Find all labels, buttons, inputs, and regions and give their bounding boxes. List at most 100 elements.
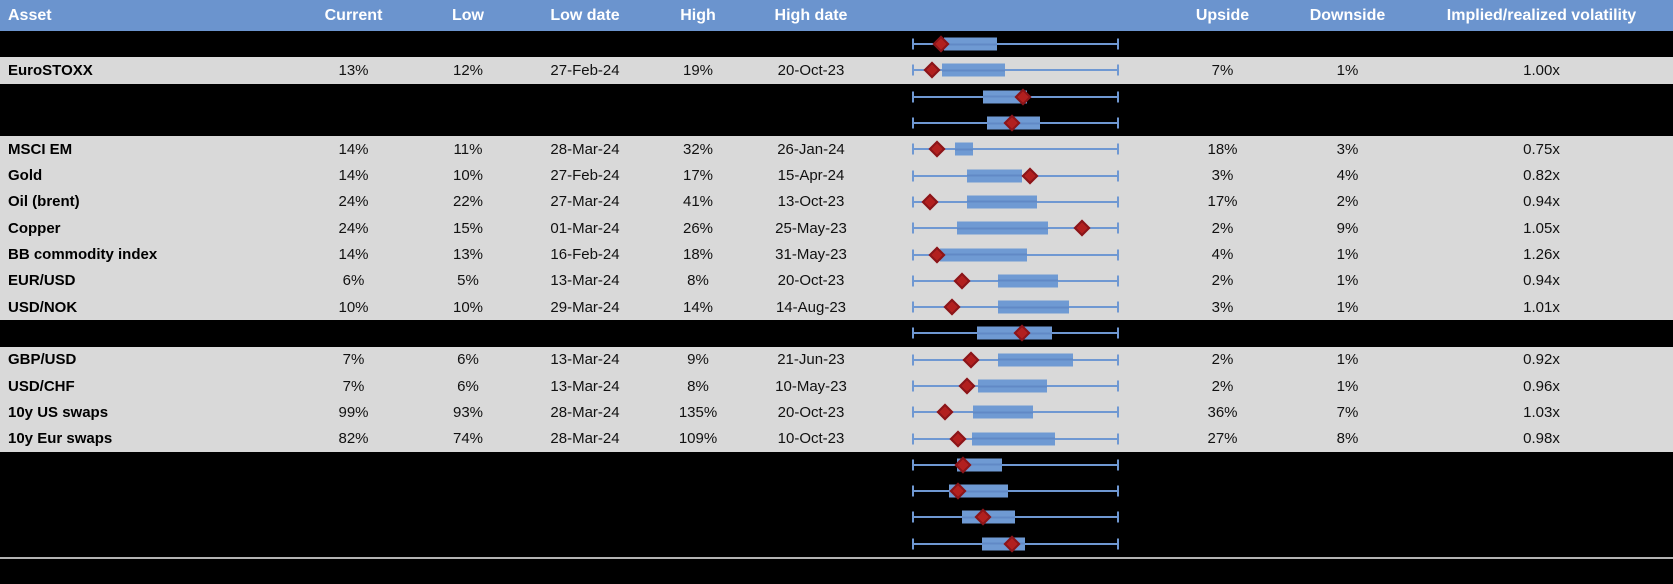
whisker-right-cap (1117, 117, 1119, 129)
whisker-left-cap (912, 38, 914, 50)
asset-label: Oil (brent) (8, 193, 80, 211)
low-value: 10% (452, 298, 484, 316)
upside-value: 3% (1211, 298, 1234, 316)
downside-value: 1% (1336, 61, 1359, 79)
whisker-left-cap (912, 249, 914, 261)
low-value: 22% (452, 193, 484, 211)
table-row (0, 451, 1673, 479)
low-date-value: 16-Feb-24 (550, 246, 620, 264)
range-box (955, 142, 974, 156)
implied-realized-value: 0.94x (1523, 272, 1560, 290)
table-row: BB commodity index 14% 13% 16-Feb-24 18%… (0, 241, 1673, 268)
low-date-value: 29-Mar-24 (550, 298, 620, 316)
downside-value: 2% (1336, 193, 1359, 211)
high-value: 17% (682, 167, 714, 185)
table-row: EuroSTOXX 13% 12% 27-Feb-24 19% 20-Oct-2… (0, 57, 1673, 84)
column-header-high-date: High date (774, 6, 848, 24)
upside-value: 27% (1207, 430, 1238, 448)
high-value: 14% (682, 298, 714, 316)
current-value: 82% (338, 430, 369, 448)
range-boxplot (872, 215, 1160, 241)
whisker-left-cap (912, 196, 914, 208)
low-date-value: 13-Mar-24 (550, 272, 620, 290)
implied-realized-value: 0.82x (1523, 167, 1560, 185)
range-boxplot (872, 189, 1160, 215)
low-date-value: 13-Mar-24 (550, 351, 620, 369)
implied-realized-value: 1.01x (1523, 298, 1560, 316)
whisker-left-cap (912, 64, 914, 76)
current-value: 24% (338, 219, 369, 237)
boxplot-area (912, 347, 1119, 373)
boxplot-area (912, 294, 1119, 320)
range-boxplot (872, 268, 1160, 294)
whisker-left-cap (912, 222, 914, 234)
high-date-value: 10-Oct-23 (777, 430, 845, 448)
asset-label: Gold (8, 167, 43, 185)
high-value: 41% (682, 193, 714, 211)
boxplot-area (912, 268, 1119, 294)
low-value: 13% (452, 246, 484, 264)
whisker-right-cap (1117, 196, 1119, 208)
whisker-right-cap (1117, 91, 1119, 103)
downside-value: 7% (1336, 403, 1359, 421)
whisker-line (913, 463, 1118, 466)
low-value: 12% (452, 61, 484, 79)
low-date-value: 01-Mar-24 (550, 219, 620, 237)
boxplot-area (912, 531, 1119, 557)
boxplot-area (912, 452, 1119, 478)
column-header-upside: Upside (1195, 6, 1250, 24)
upside-value: 2% (1211, 377, 1234, 395)
low-date-value: 27-Mar-24 (550, 193, 620, 211)
high-value: 135% (678, 403, 718, 421)
low-value: 6% (457, 351, 479, 369)
upside-value: 36% (1207, 403, 1238, 421)
boxplot-area (912, 215, 1119, 241)
range-boxplot (872, 110, 1160, 136)
column-header-current: Current (324, 6, 383, 24)
downside-value: 1% (1336, 246, 1359, 264)
asset-label: USD/CHF (8, 377, 75, 395)
implied-realized-value: 1.00x (1523, 61, 1560, 79)
whisker-line (913, 43, 1118, 46)
current-marker-diamond (921, 193, 939, 211)
downside-value: 1% (1336, 272, 1359, 290)
whisker-right-cap (1117, 143, 1119, 155)
range-boxplot (872, 162, 1160, 188)
table-header-row: Asset Current Low Low date High High dat… (0, 0, 1673, 31)
downside-value: 1% (1336, 377, 1359, 395)
high-value: 109% (678, 430, 718, 448)
whisker-right-cap (1117, 380, 1119, 392)
low-value: 5% (457, 272, 479, 290)
range-box (997, 353, 1074, 367)
low-date-value: 27-Feb-24 (550, 167, 620, 185)
high-date-value: 26-Jan-24 (777, 140, 845, 158)
high-date-value: 14-Aug-23 (775, 298, 847, 316)
asset-label: EuroSTOXX (8, 61, 93, 79)
table-body: EuroSTOXX 13% 12% 27-Feb-24 19% 20-Oct-2… (0, 31, 1673, 557)
range-boxplot (872, 320, 1160, 346)
current-value: 99% (338, 403, 369, 421)
range-boxplot (872, 57, 1160, 83)
low-date-value: 27-Feb-24 (550, 61, 620, 79)
whisker-right-cap (1117, 459, 1119, 471)
whisker-line (913, 490, 1118, 493)
boxplot-area (912, 504, 1119, 530)
range-boxplot (872, 452, 1160, 478)
downside-value: 4% (1336, 167, 1359, 185)
table-row (0, 504, 1673, 531)
asset-label: GBP/USD (8, 351, 77, 369)
whisker-left-cap (912, 538, 914, 550)
table-row: 10y US swaps 99% 93% 28-Mar-24 135% 20-O… (0, 399, 1673, 426)
low-value: 10% (452, 167, 484, 185)
range-boxplot (872, 347, 1160, 373)
whisker-line (913, 148, 1118, 151)
table-row: EUR/USD 6% 5% 13-Mar-24 8% 20-Oct-23 2% … (0, 267, 1673, 294)
boxplot-area (912, 84, 1119, 110)
whisker-right-cap (1117, 249, 1119, 261)
high-date-value: 10-May-23 (775, 377, 847, 395)
whisker-right-cap (1117, 485, 1119, 497)
boxplot-area (912, 57, 1119, 83)
downside-value: 9% (1336, 219, 1359, 237)
range-box (972, 405, 1033, 419)
